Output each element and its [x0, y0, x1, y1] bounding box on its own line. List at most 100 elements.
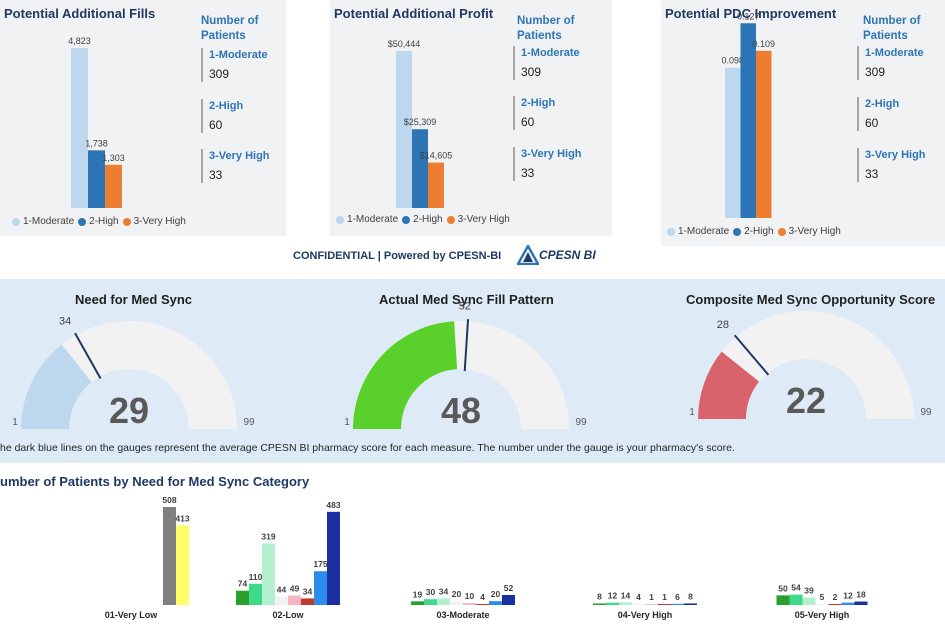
profit-bar-moderate	[396, 51, 412, 208]
group-3-bar-5	[463, 603, 476, 605]
group-2-bar-2	[249, 583, 262, 605]
fills-bar-label-very-high: 1,303	[102, 153, 125, 163]
fills-bar-very-high	[105, 164, 122, 208]
group-4-bar-7	[671, 603, 684, 605]
fills-bar-high	[88, 150, 105, 208]
legend-high-label: 2-High	[744, 226, 774, 237]
legend-very-high-swatch	[777, 227, 786, 236]
group-3-bar-8	[502, 594, 515, 605]
legend-very-high-label: 3-Very High	[457, 214, 510, 225]
group-5-bar-label-1: 50	[778, 583, 788, 593]
legend-high-swatch	[402, 215, 411, 224]
pdc-side-very-high-count: 33	[865, 167, 879, 181]
group-1-bar-2	[176, 525, 189, 605]
fills-legend: 1-Moderate 2-High 3-Very High	[12, 216, 186, 227]
group-1-bar-label-2: 413	[175, 513, 189, 523]
group-5-bar-label-2: 54	[791, 583, 801, 593]
pdc-side-moderate: 1-Moderate 309	[857, 46, 924, 80]
legend-high-label: 2-High	[413, 214, 443, 225]
legend-moderate-label: 1-Moderate	[23, 216, 75, 227]
fills-side-moderate: 1-Moderate 309	[201, 48, 268, 82]
gauge-actual-value: 48	[441, 390, 481, 431]
group-2-label: 02-Low	[272, 610, 304, 620]
gauge-composite-max: 99	[920, 407, 932, 418]
fills-side-very-high-label: 3-Very High	[209, 150, 270, 162]
group-5-bar-7	[854, 601, 868, 605]
legend-high-swatch	[733, 227, 742, 236]
pdc-side-high-count: 60	[865, 116, 879, 130]
group-4-bar-1	[593, 603, 606, 605]
group-5-bar-label-7: 18	[856, 590, 866, 600]
fills-side-high-label: 2-High	[209, 100, 244, 112]
group-5-bar-label-3: 39	[804, 585, 814, 595]
group-1-bar-label-1: 508	[162, 495, 176, 505]
pdc-bar-very-high	[756, 50, 772, 218]
group-3-bar-label-5: 10	[465, 591, 475, 601]
profit-side-moderate: 1-Moderate 309	[513, 46, 580, 80]
cpesn-bi-logo: CPESN BI	[517, 245, 596, 265]
bottom-chart-title: umber of Patients by Need for Med Sync C…	[0, 474, 310, 489]
group-2-bar-5	[288, 595, 301, 605]
group-2-bar-label-2: 110	[249, 572, 263, 582]
group-4-bar-label-3: 14	[621, 590, 631, 600]
fills-bar-moderate	[71, 48, 88, 208]
group-2-bar-label-8: 483	[326, 500, 340, 510]
profit-side-high-label: 2-High	[521, 97, 556, 109]
group-2-bar-4	[275, 596, 288, 605]
gauge-need-avg-line	[74, 332, 102, 379]
gauge-actual-avg-label: 52	[459, 300, 471, 312]
group-2-bar-label-3: 319	[261, 531, 275, 541]
group-3-bar-label-1: 19	[413, 589, 423, 599]
group-4-bar-6	[658, 604, 671, 605]
group-5-bar-1	[776, 595, 790, 605]
group-3-bar-label-3: 34	[439, 586, 449, 596]
profit-title: Potential Additional Profit	[334, 6, 494, 21]
gauge-actual-fill	[353, 321, 458, 429]
fills-title: Potential Additional Fills	[4, 6, 156, 21]
group-5-bar-3	[802, 597, 816, 605]
profit-bar-label-moderate: $50,444	[388, 39, 421, 49]
legend-very-high-label: 3-Very High	[133, 216, 186, 227]
legend-moderate-label: 1-Moderate	[347, 214, 399, 225]
gauge-title-composite: Composite Med Sync Opportunity Score	[686, 292, 936, 307]
legend-moderate-swatch	[667, 227, 675, 236]
group-2-bar-label-7: 175	[313, 559, 327, 569]
group-5-bar-6	[841, 602, 855, 605]
pdc-bar-high	[740, 23, 756, 219]
gauge-actual-min: 1	[344, 417, 350, 428]
group-4-label: 04-Very High	[618, 610, 673, 620]
profit-side-very-high-count: 33	[521, 166, 535, 180]
profit-side-high-count: 60	[521, 115, 535, 129]
fills-side-high: 2-High 60	[201, 99, 243, 133]
group-4-bar-label-1: 8	[597, 591, 602, 601]
gauge-title-need: Need for Med Sync	[75, 292, 193, 307]
group-4-bar-label-4: 4	[636, 592, 641, 602]
group-5-bar-4	[815, 604, 829, 605]
fills-bar-chart: 4,823 1,738 1,303	[68, 36, 125, 208]
logo-text: CPESN BI	[539, 248, 596, 262]
legend-very-high-label: 3-Very High	[788, 226, 841, 237]
fills-side-header: Number of Patients	[201, 15, 259, 42]
gauge-need-avg-label: 34	[59, 316, 71, 328]
group-4-bar-label-8: 8	[688, 591, 693, 601]
group-1-bar-1	[163, 507, 176, 605]
cpesn-logo-icon	[517, 245, 539, 265]
group-2-bar-label-6: 34	[303, 586, 313, 596]
pdc-legend: 1-Moderate 2-High 3-Very High	[667, 226, 841, 237]
pdc-side-very-high: 3-Very High 33	[857, 148, 926, 182]
group-4-bar-label-7: 6	[675, 592, 680, 602]
pdc-side-moderate-count: 309	[865, 65, 886, 79]
group-3-bar-6	[476, 604, 489, 605]
legend-very-high-swatch	[446, 215, 455, 224]
pdc-side-high-label: 2-High	[865, 98, 900, 110]
pdc-side-very-high-label: 3-Very High	[865, 149, 926, 161]
pdc-bar-label-high: 0.127	[737, 11, 760, 21]
gauge-charts: 34 29 1 99 52 48 1 99 28 22 1 99	[12, 300, 932, 431]
profit-side-very-high-label: 3-Very High	[521, 148, 582, 160]
profit-side-high: 2-High 60	[513, 96, 555, 130]
group-2-bar-1	[236, 590, 249, 605]
pdc-panel: Potential PDC Improvement 0.098 0.127 0.10…	[661, 0, 945, 246]
gauge-need-fill	[21, 344, 92, 429]
group-3-bar-label-6: 4	[480, 592, 485, 602]
group-5-label: 05-Very High	[795, 610, 850, 620]
